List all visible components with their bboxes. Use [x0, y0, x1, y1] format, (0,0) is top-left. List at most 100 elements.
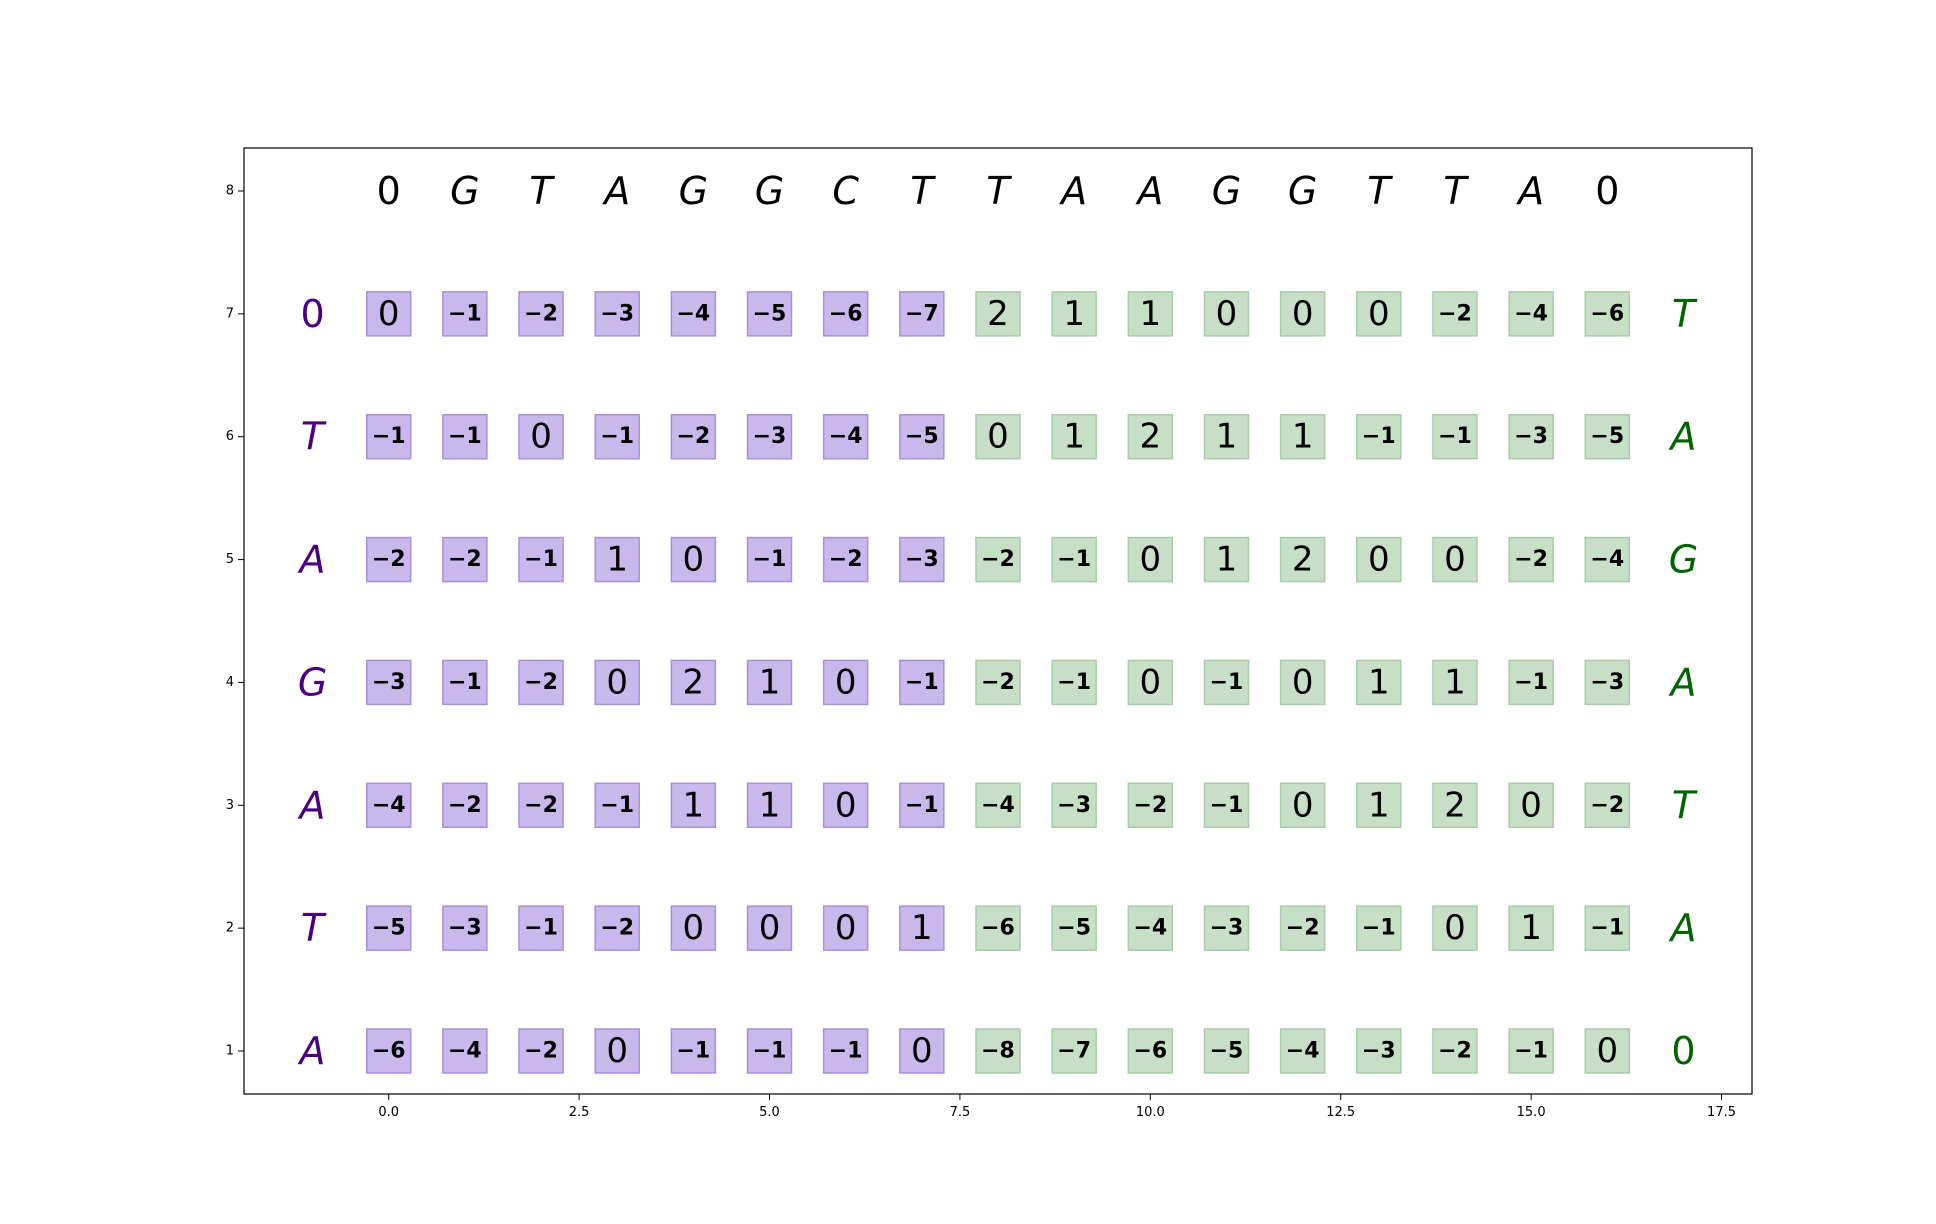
cell-value: −7 — [1057, 1039, 1091, 1064]
x-tick-label: 2.5 — [569, 1105, 590, 1120]
cell-value: −1 — [753, 547, 787, 572]
column-header: A — [1515, 169, 1544, 213]
cell-box — [1584, 782, 1631, 829]
cell-box — [822, 659, 869, 706]
cell-box — [670, 536, 717, 583]
cell-box — [365, 659, 412, 706]
cell-box — [442, 413, 488, 460]
cell-value: −4 — [829, 424, 863, 449]
cell-box — [670, 291, 717, 337]
cell-box — [1356, 1028, 1402, 1074]
cell-value: 0 — [1140, 662, 1162, 702]
cell-box — [442, 782, 488, 829]
cell-value: 1 — [1140, 294, 1162, 334]
row-label-right: A — [1667, 415, 1696, 459]
cell-box — [746, 536, 793, 583]
cell-box — [1584, 291, 1631, 337]
cell-box — [1203, 291, 1250, 337]
cell-value: 1 — [1368, 662, 1390, 702]
row-label-left: 0 — [300, 292, 324, 336]
cell-value: 0 — [1368, 540, 1390, 580]
cell-box — [975, 659, 1021, 706]
x-tick-label: 10.0 — [1136, 1105, 1165, 1120]
cell-value: 1 — [1216, 417, 1238, 457]
cell-box — [899, 1028, 945, 1074]
cell-box — [1508, 413, 1554, 460]
cell-value: −1 — [905, 793, 939, 818]
cell-value: −2 — [1286, 916, 1320, 941]
cell-value: 2 — [987, 294, 1009, 334]
cell-value: 1 — [683, 785, 705, 825]
cell-box — [1203, 659, 1250, 706]
cell-box — [518, 659, 564, 706]
cell-box — [1279, 291, 1326, 337]
cell-box — [1508, 905, 1554, 951]
cell-value: −5 — [753, 301, 787, 326]
row-label-left: A — [297, 538, 326, 582]
y-tick-label: 5 — [226, 552, 234, 567]
cell-box — [899, 659, 945, 706]
cell-box — [1432, 291, 1478, 337]
cell-box — [1356, 291, 1402, 337]
cell-value: −3 — [905, 547, 939, 572]
cell-box — [1432, 659, 1478, 706]
cell-value: 1 — [759, 662, 781, 702]
cell-box — [1279, 782, 1326, 829]
cell-value: 0 — [759, 908, 781, 948]
cell-value: −1 — [448, 670, 482, 695]
cell-box — [822, 291, 869, 337]
column-header: A — [601, 169, 630, 213]
cell-value: −1 — [1438, 424, 1472, 449]
cell-box — [1356, 413, 1402, 460]
cell-value: −4 — [448, 1039, 482, 1064]
cell-value: −4 — [1590, 547, 1624, 572]
cell-box — [746, 1028, 793, 1074]
x-tick-label: 15.0 — [1517, 1105, 1546, 1120]
cell-value: 0 — [835, 785, 857, 825]
cell-box — [518, 905, 564, 951]
cell-box — [975, 782, 1021, 829]
cell-box — [442, 905, 488, 951]
cell-box — [975, 413, 1021, 460]
cell-box — [822, 413, 869, 460]
cell-value: 2 — [1444, 785, 1466, 825]
column-header: G — [450, 169, 479, 213]
cell-box — [1127, 782, 1174, 829]
column-header: 0 — [377, 169, 401, 213]
row-label-left: T — [301, 906, 327, 950]
cell-value: −1 — [1514, 670, 1548, 695]
cell-value: 1 — [1520, 908, 1542, 948]
row-label-right: T — [1672, 783, 1698, 827]
cell-value: 0 — [1292, 294, 1314, 334]
y-tick-label: 6 — [226, 429, 234, 444]
cell-value: −2 — [524, 793, 558, 818]
cell-value: 0 — [835, 908, 857, 948]
cell-box — [518, 536, 564, 583]
cell-box — [1432, 536, 1478, 583]
cell-value: 0 — [606, 662, 628, 702]
cell-box — [594, 1028, 640, 1074]
cell-value: −1 — [1057, 547, 1091, 572]
cell-box — [518, 782, 564, 829]
cell-value: −4 — [1514, 301, 1548, 326]
column-header: T — [1443, 169, 1469, 213]
cell-box — [670, 782, 717, 829]
cell-value: −1 — [372, 424, 406, 449]
column-header: G — [1288, 169, 1317, 213]
cell-box — [594, 659, 640, 706]
cell-value: 2 — [1292, 540, 1314, 580]
cell-box — [1356, 905, 1402, 951]
cell-value: −1 — [905, 670, 939, 695]
x-tick-label: 5.0 — [759, 1105, 780, 1120]
cell-box — [1279, 536, 1326, 583]
cell-box — [1508, 782, 1554, 829]
y-tick-label: 2 — [226, 921, 234, 936]
cell-box — [899, 536, 945, 583]
cell-value: −4 — [1286, 1039, 1320, 1064]
cell-box — [365, 536, 412, 583]
cell-value: 0 — [911, 1031, 933, 1071]
column-header: T — [1367, 169, 1393, 213]
cell-box — [1051, 536, 1097, 583]
cell-value: 2 — [1140, 417, 1162, 457]
cell-value: −1 — [524, 547, 558, 572]
